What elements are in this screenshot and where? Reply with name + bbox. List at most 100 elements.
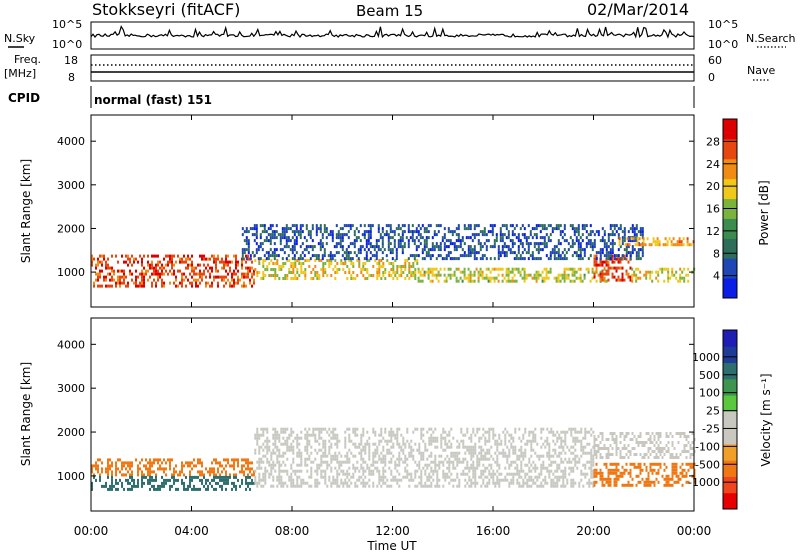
range-cell	[657, 270, 660, 274]
range-cell	[436, 481, 439, 485]
range-cell	[149, 461, 151, 465]
range-cell	[378, 265, 381, 268]
range-cell	[626, 243, 629, 247]
range-cell	[455, 279, 458, 283]
range-cell	[231, 487, 233, 491]
range-cell	[611, 260, 614, 264]
range-cell	[364, 484, 367, 488]
range-cell	[303, 248, 306, 252]
range-cell	[497, 257, 500, 261]
range-cell	[270, 454, 273, 458]
range-cell	[675, 270, 678, 274]
range-cell	[505, 236, 508, 240]
range-cell	[456, 460, 459, 464]
range-cell	[639, 227, 642, 231]
range-cell	[552, 472, 555, 476]
range-cell	[99, 272, 101, 276]
range-cell	[398, 457, 401, 461]
range-cell	[448, 439, 451, 443]
range-cell	[414, 475, 417, 479]
range-cell	[455, 245, 458, 249]
range-cell	[278, 454, 281, 458]
range-cell	[363, 233, 366, 237]
range-cell	[270, 274, 273, 277]
range-cell	[467, 245, 470, 249]
range-cell	[129, 475, 131, 479]
range-cell	[394, 433, 397, 437]
range-cell	[163, 458, 165, 462]
range-cell	[504, 454, 507, 458]
range-cell	[245, 272, 247, 276]
range-cell	[470, 484, 473, 488]
range-cell	[149, 266, 151, 270]
range-cell	[493, 242, 496, 246]
range-cell	[627, 236, 630, 240]
range-cell	[348, 433, 351, 437]
range-cell	[265, 257, 268, 261]
range-cell	[344, 445, 347, 449]
range-cell	[346, 475, 349, 479]
range-cell	[591, 276, 594, 280]
range-cell	[225, 260, 227, 264]
range-cell	[480, 484, 483, 488]
range-cell	[241, 272, 243, 276]
range-cell	[567, 276, 570, 280]
power-colorbar-swatch	[723, 158, 737, 180]
range-cell	[560, 475, 563, 479]
range-cell	[151, 461, 153, 465]
range-cell	[384, 277, 387, 280]
range-cell	[398, 265, 401, 268]
range-cell	[522, 433, 525, 437]
range-cell	[385, 233, 388, 237]
range-cell	[321, 254, 324, 258]
range-cell	[675, 462, 678, 466]
range-cell	[339, 245, 342, 249]
range-cell	[667, 267, 670, 271]
range-cell	[588, 442, 591, 446]
range-cell	[296, 433, 299, 437]
range-cell	[310, 271, 313, 274]
range-cell	[665, 444, 668, 447]
range-cell	[492, 481, 495, 485]
range-cell	[560, 451, 563, 455]
range-cell	[434, 463, 437, 467]
range-cell	[497, 267, 500, 271]
range-cell	[185, 257, 187, 261]
range-cell	[272, 448, 275, 452]
range-cell	[687, 435, 690, 438]
range-cell	[191, 467, 193, 471]
range-cell	[393, 245, 396, 249]
range-cell	[369, 233, 372, 237]
range-cell	[474, 445, 477, 449]
range-cell	[474, 448, 477, 452]
range-cell	[592, 445, 595, 449]
range-cell	[521, 267, 524, 271]
range-cell	[151, 281, 153, 285]
range-cell	[392, 277, 395, 280]
range-cell	[475, 251, 478, 255]
range-cell	[665, 483, 668, 487]
range-cell	[414, 277, 417, 280]
range-cell	[201, 478, 203, 482]
range-cell	[251, 260, 253, 264]
range-cell	[543, 276, 546, 280]
range-cell	[558, 463, 561, 467]
range-cell	[105, 470, 107, 474]
range-cell	[591, 248, 594, 252]
range-cell	[556, 430, 559, 434]
range-cell	[260, 460, 263, 464]
range-cell	[253, 470, 255, 474]
range-cell	[430, 466, 433, 470]
range-cell	[392, 475, 395, 479]
range-cell	[267, 254, 270, 258]
range-cell	[362, 472, 365, 476]
range-cell	[388, 451, 391, 455]
range-cell	[584, 463, 587, 467]
range-cell	[626, 237, 629, 241]
range-cell	[643, 453, 646, 456]
range-cell	[466, 448, 469, 452]
range-cell	[654, 240, 657, 244]
range-cell	[260, 457, 263, 461]
range-cell	[538, 454, 541, 458]
range-cell	[477, 224, 480, 228]
